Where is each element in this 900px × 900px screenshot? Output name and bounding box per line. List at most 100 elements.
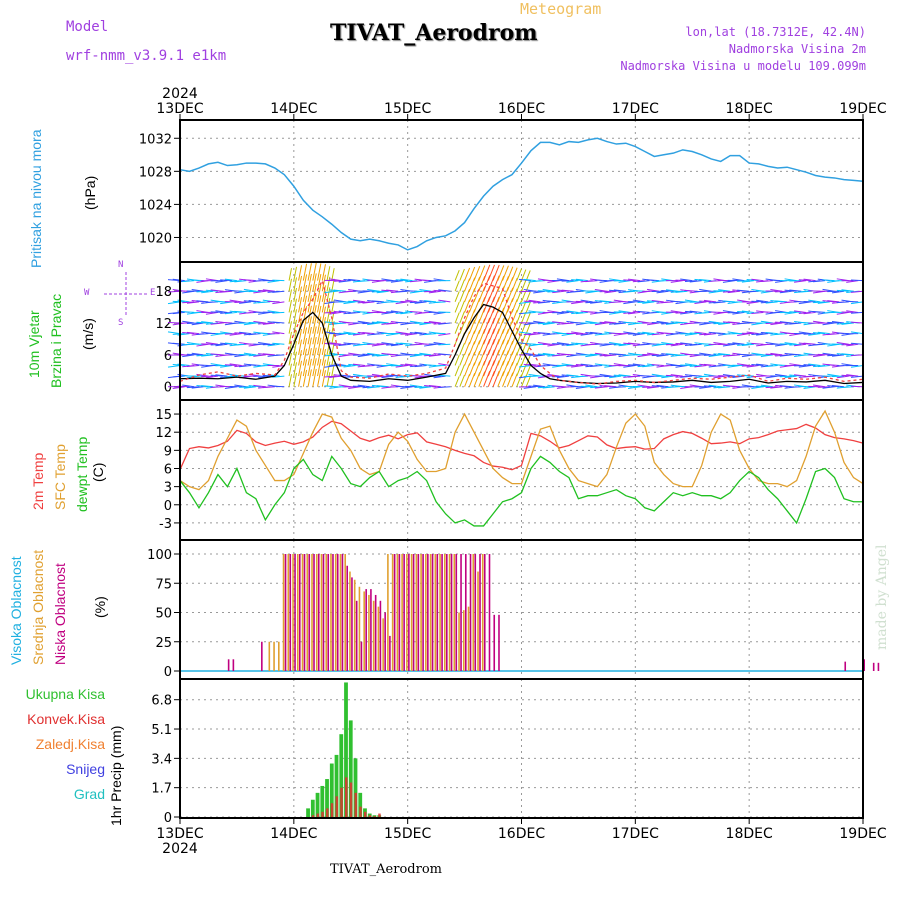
wind-arrow bbox=[317, 295, 322, 313]
wind-arrow bbox=[737, 322, 750, 325]
wind-arrow bbox=[258, 322, 271, 325]
wind-arrow bbox=[547, 300, 560, 303]
wind-arrow bbox=[841, 322, 854, 325]
wind-arrow bbox=[459, 311, 465, 324]
wind-arrow bbox=[566, 364, 579, 367]
wind-arrow bbox=[210, 353, 223, 356]
wind-arrow bbox=[419, 322, 432, 326]
wind-arrow bbox=[521, 290, 527, 303]
wind-arrow bbox=[537, 301, 551, 304]
wind-arrow bbox=[590, 386, 603, 389]
wind-arrow bbox=[525, 333, 531, 345]
wind-arrow bbox=[670, 374, 683, 377]
wind-arrow bbox=[637, 332, 650, 335]
wind-arrow bbox=[699, 311, 712, 314]
wind-arrow bbox=[302, 284, 308, 302]
wind-arrow bbox=[831, 384, 845, 388]
precip-conv-bar bbox=[354, 792, 357, 817]
wind-arrow bbox=[727, 343, 740, 345]
x-tick-label-bottom: 13DEC bbox=[156, 826, 203, 842]
wind-arrow bbox=[307, 369, 312, 387]
wind-arrow bbox=[699, 352, 712, 356]
wind-arrow bbox=[205, 375, 219, 379]
wind-arrow bbox=[220, 311, 233, 314]
wind-arrow bbox=[243, 288, 256, 292]
wind-arrow bbox=[836, 301, 849, 304]
wind-arrow bbox=[831, 320, 845, 324]
wind-arrow bbox=[613, 311, 626, 313]
wind-arrow bbox=[656, 290, 669, 294]
wind-arrow bbox=[850, 331, 864, 335]
wind-arrow bbox=[438, 374, 451, 377]
y-tick-label: 18 bbox=[155, 285, 172, 300]
wind-arrow bbox=[229, 280, 242, 283]
wind-arrow bbox=[348, 342, 361, 345]
wind-arrow bbox=[414, 331, 427, 335]
wind-arrow bbox=[333, 289, 347, 292]
precip-total-bar bbox=[320, 785, 325, 817]
wind-arrow bbox=[618, 343, 631, 347]
wind-arrow bbox=[547, 343, 560, 347]
wind-arrow bbox=[516, 268, 522, 281]
wind-arrow bbox=[632, 280, 645, 283]
x-tick-label-top: 15DEC bbox=[384, 101, 431, 117]
wind-arrow bbox=[302, 348, 308, 366]
wind-arrow bbox=[293, 266, 297, 281]
wind-arrow bbox=[599, 373, 612, 377]
wind-arrow bbox=[836, 311, 849, 315]
wind-arrow bbox=[803, 375, 816, 378]
wind-arrow bbox=[756, 299, 769, 303]
wind-arrow bbox=[623, 290, 636, 293]
wind-arrow bbox=[248, 300, 261, 303]
wind-ylabel-1: 10m Vjetar bbox=[26, 310, 42, 378]
wind-arrow bbox=[746, 279, 759, 282]
wind-arrow bbox=[516, 279, 522, 292]
wind-arrow bbox=[699, 300, 712, 303]
wind-arrow bbox=[637, 354, 650, 358]
wind-arrow bbox=[718, 322, 731, 326]
wind-arrow bbox=[850, 364, 864, 368]
wind-arrow bbox=[438, 333, 451, 336]
wind-arrow bbox=[675, 290, 688, 293]
wind-arrow bbox=[352, 333, 366, 336]
wind-arrow bbox=[647, 300, 660, 303]
wind-arrow bbox=[454, 354, 460, 366]
wind-arrow bbox=[732, 311, 745, 315]
wind-arrow bbox=[737, 280, 750, 282]
wind-arrow bbox=[525, 376, 531, 387]
wind-arrow bbox=[765, 353, 778, 356]
wind-arrow bbox=[665, 343, 679, 346]
wind-arrow bbox=[817, 386, 830, 388]
wind-arrow bbox=[561, 289, 574, 292]
precip-conv-bar bbox=[321, 811, 324, 817]
wind-arrow bbox=[741, 280, 754, 283]
wind-arrow bbox=[321, 338, 326, 355]
wind-arrow bbox=[850, 375, 864, 378]
wind-arrow bbox=[556, 375, 569, 379]
wind-arrow bbox=[464, 373, 471, 387]
wind-arrow bbox=[817, 331, 830, 335]
wind-arrow bbox=[186, 331, 200, 335]
wind-arrow bbox=[357, 280, 370, 283]
wind-arrow bbox=[537, 375, 551, 379]
wind-arrow bbox=[167, 331, 181, 335]
wind-arrow bbox=[552, 343, 565, 345]
wind-arrow bbox=[492, 264, 500, 281]
wind-arrow bbox=[542, 289, 555, 292]
wind-arrow bbox=[775, 321, 788, 324]
wind-arrow bbox=[390, 280, 403, 283]
wind-arrow bbox=[646, 386, 660, 389]
wind-arrow bbox=[808, 363, 821, 366]
wind-arrow bbox=[661, 375, 674, 379]
wind-arrow bbox=[703, 299, 717, 303]
wind-arrow bbox=[205, 342, 219, 345]
wind-arrow bbox=[459, 300, 465, 313]
wind-arrow bbox=[571, 364, 584, 368]
wind-arrow bbox=[317, 358, 322, 377]
wind-arrow bbox=[599, 354, 612, 357]
wind-arrow bbox=[196, 354, 209, 357]
wind-arrow bbox=[433, 301, 446, 304]
wind-arrow bbox=[201, 375, 214, 378]
wind-arrow bbox=[651, 321, 664, 324]
wind-arrow bbox=[561, 322, 574, 325]
